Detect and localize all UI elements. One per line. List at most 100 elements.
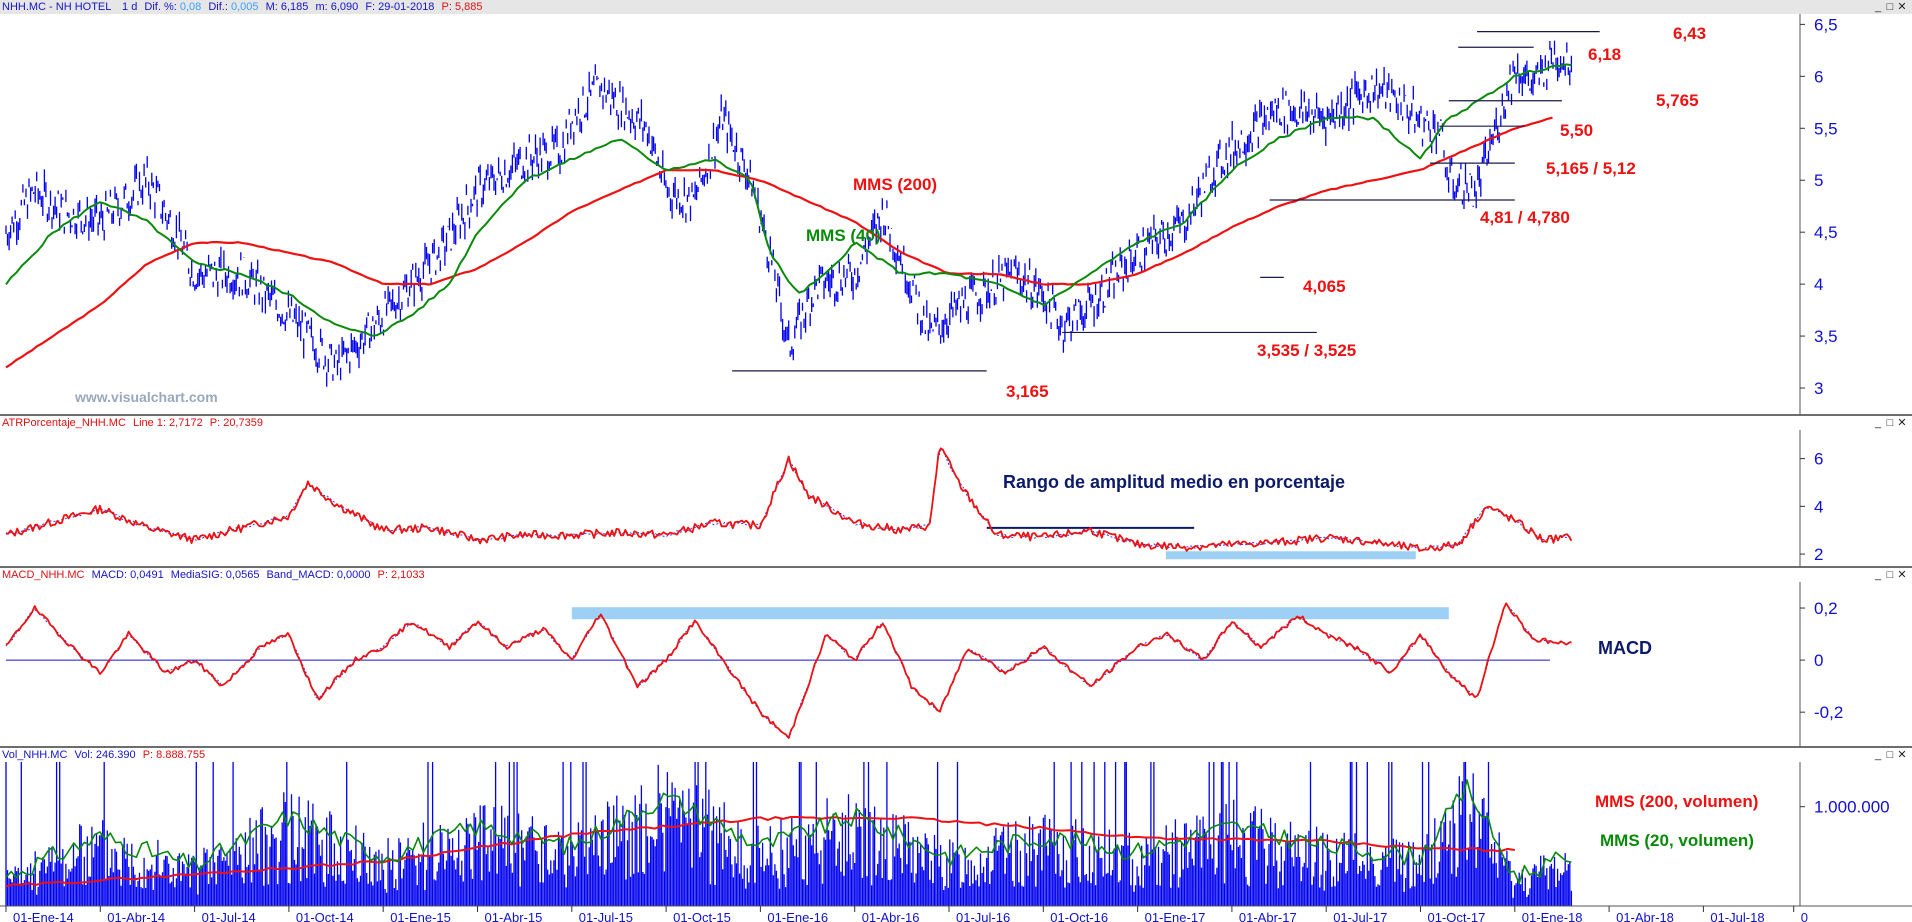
atr-panel-header: ATRPorcentaje_NHH.MC Line 1: 2,7172 P: 2… [0, 416, 263, 430]
x-tick-label: 01-Abr-15 [485, 910, 543, 922]
last-price: P: 5,885 [441, 1, 483, 13]
level-label: 5,165 / 5,12 [1546, 159, 1636, 178]
level-label: 4,81 / 4,780 [1480, 208, 1570, 227]
close-button[interactable]: ✕ [1897, 749, 1907, 761]
dif-pct-value: 0,08 [179, 1, 202, 13]
macd-signal-line [5, 603, 1572, 740]
atr-signal-line [5, 447, 1572, 552]
y-tick-label: 3,5 [1814, 327, 1838, 346]
x-tick-label: 01-Jul-14 [202, 910, 256, 922]
close-button[interactable]: ✕ [1897, 1, 1907, 13]
x-tick-label: 01-Ene-17 [1145, 910, 1206, 922]
minimize-button[interactable]: _ [1874, 1, 1882, 13]
maximize-button[interactable]: □ [1886, 1, 1894, 13]
volume-ma20-line [5, 779, 1572, 884]
macd-line [5, 602, 1572, 739]
minimize-button[interactable]: _ [1874, 417, 1882, 429]
min-value: m: 6,090 [315, 1, 359, 13]
vol-name: Vol_NHH.MC [2, 749, 68, 761]
x-tick-label: 01-Jul-15 [579, 910, 633, 922]
macd-title: MACD [1598, 638, 1652, 658]
y-tick-label: 0 [1814, 651, 1823, 670]
y-tick-label: 3 [1814, 379, 1823, 398]
volume-bars [5, 762, 1573, 906]
y-tick-label: 4,5 [1814, 223, 1838, 242]
ma200-annotation: MMS (200) [853, 175, 937, 194]
macd-name: MACD_NHH.MC [2, 569, 85, 581]
macd-panel[interactable]: MACD_NHH.MC MACD: 0,0491 MediaSIG: 0,056… [0, 568, 1912, 746]
ma200-line [5, 116, 1553, 369]
level-label: 5,765 [1656, 91, 1699, 110]
close-button[interactable]: ✕ [1897, 417, 1907, 429]
minimize-button[interactable]: _ [1874, 569, 1882, 581]
y-tick-label: 6 [1814, 67, 1823, 86]
atr-chart[interactable]: 2 4 6 Rango de amplitud medio en porcentaje [0, 430, 1912, 566]
panel-divider[interactable] [0, 566, 1912, 568]
level-label: 6,43 [1673, 24, 1706, 43]
volume-panel[interactable]: Vol_NHH.MC Vol: 246.390 P: 8.888.755 _ □ ✕… [0, 748, 1912, 922]
level-label: 4,065 [1303, 277, 1346, 296]
x-tick-label: 01-Oct-17 [1428, 910, 1486, 922]
x-tick-label: 01-Abr-14 [107, 910, 165, 922]
dif-value: 0,005 [230, 1, 259, 13]
x-tick-label: 0 [1801, 910, 1808, 922]
level-label: 3,165 [1006, 382, 1049, 401]
price-panel[interactable]: NHH.MC - NH HOTEL 1 d Dif. %: 0,08 Dif.:… [0, 0, 1912, 414]
maximize-button[interactable]: □ [1886, 417, 1894, 429]
date-value: F: 29-01-2018 [365, 1, 435, 13]
y-tick-label: -0,2 [1814, 703, 1843, 722]
y-tick-label: 4 [1814, 497, 1823, 516]
vol-p: P: 8.888.755 [142, 749, 206, 761]
volume-chart[interactable]: 1.000.000 MMS (200, volumen) MMS (20, volu… [0, 762, 1912, 922]
y-tick-label: 2 [1814, 545, 1823, 564]
maximize-button[interactable]: □ [1886, 749, 1894, 761]
macd-value: MACD: 0,0491 [91, 569, 164, 581]
volume-ma200-annotation: MMS (200, volumen) [1595, 792, 1758, 811]
macd-highlight-band [571, 607, 1449, 620]
minimize-button[interactable]: _ [1874, 749, 1882, 761]
level-label: 3,535 / 3,525 [1257, 341, 1356, 360]
max-value: M: 6,185 [265, 1, 309, 13]
y-tick-label: 6 [1814, 450, 1823, 469]
x-tick-label: 01-Ene-15 [390, 910, 451, 922]
price-series [5, 40, 1573, 387]
x-tick-label: 01-Jul-17 [1333, 910, 1387, 922]
panel-divider[interactable] [0, 746, 1912, 748]
volume-ma20-annotation: MMS (20, volumen) [1600, 831, 1754, 850]
x-tick-label: 01-Oct-15 [673, 910, 731, 922]
x-tick-label: 01-Ene-16 [767, 910, 828, 922]
panel-divider[interactable] [0, 414, 1912, 416]
macd-band: Band_MACD: 0,0000 [266, 569, 371, 581]
y-tick-label: 1.000.000 [1814, 798, 1890, 817]
atr-line: Line 1: 2,7172 [132, 417, 203, 429]
atr-window-buttons: _ □ ✕ [1872, 416, 1908, 430]
atr-p: P: 20,7359 [209, 417, 263, 429]
macd-chart[interactable]: 0,2 0 -0,2 MACD [0, 582, 1912, 746]
interval-label: 1 d [122, 1, 138, 13]
x-tick-label: 01-Abr-18 [1616, 910, 1674, 922]
volume-window-buttons: _ □ ✕ [1872, 748, 1908, 762]
dif-pct-label: Dif. %: [144, 1, 177, 13]
volume-ma200-line [5, 816, 1515, 888]
ma40-annotation: MMS (40) [806, 226, 881, 245]
atr-title: Rango de amplitud medio en porcentaje [1003, 472, 1345, 492]
atr-name: ATRPorcentaje_NHH.MC [2, 417, 126, 429]
macd-p: P: 2,1033 [377, 569, 425, 581]
price-chart[interactable]: 3 3,5 4 4,5 5 5,5 6 6,5 6,43 6,18 5,765 5,50 5,165 /… [0, 14, 1912, 414]
x-tick-label: 01-Jul-16 [956, 910, 1010, 922]
x-tick-label: 01-Oct-16 [1050, 910, 1108, 922]
maximize-button[interactable]: □ [1886, 569, 1894, 581]
macd-panel-header: MACD_NHH.MC MACD: 0,0491 MediaSIG: 0,056… [0, 568, 425, 582]
x-tick-label: 01-Jul-18 [1710, 910, 1764, 922]
price-window-buttons: _ □ ✕ [1872, 0, 1908, 14]
x-tick-label: 01-Oct-14 [296, 910, 354, 922]
vol-value: Vol: 246.390 [74, 749, 136, 761]
close-button[interactable]: ✕ [1897, 569, 1907, 581]
level-label: 5,50 [1560, 121, 1593, 140]
atr-panel[interactable]: ATRPorcentaje_NHH.MC Line 1: 2,7172 P: 2… [0, 416, 1912, 566]
dif-label: Dif.: [208, 1, 228, 13]
ma40-line [5, 63, 1572, 337]
y-tick-label: 5,5 [1814, 119, 1838, 138]
atr-line [5, 447, 1573, 552]
atr-highlight-band [1165, 551, 1416, 560]
